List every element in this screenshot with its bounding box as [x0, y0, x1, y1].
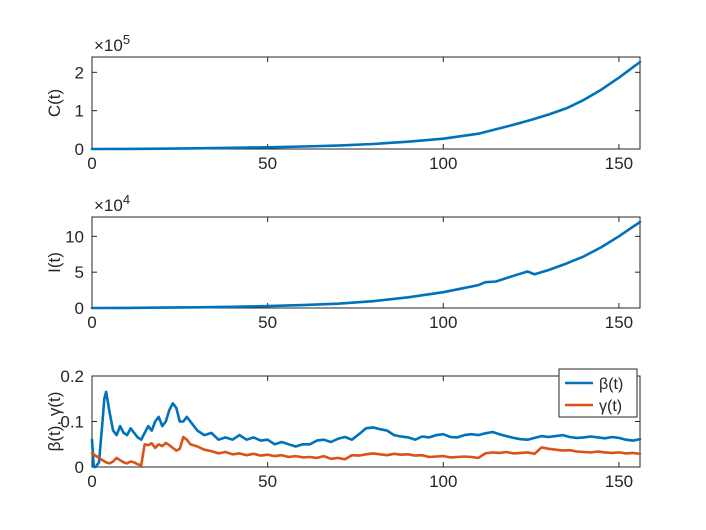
y-tick-label: 10 [65, 227, 84, 246]
series-line-rates-1 [90, 435, 642, 467]
x-tick-label: 100 [429, 313, 457, 332]
y-axis-label-infected: I(t) [45, 252, 64, 273]
legend-box [558, 368, 638, 418]
x-tick-label: 50 [258, 313, 277, 332]
x-tick-label: 100 [429, 472, 457, 491]
x-tick-label: 50 [258, 472, 277, 491]
x-tick-label: 100 [429, 154, 457, 173]
x-tick-label: 0 [87, 472, 96, 491]
legend-entry-0: β(t) [599, 376, 623, 393]
x-tick-label: 150 [605, 472, 633, 491]
y-axis-label-cumulative: C(t) [45, 89, 64, 117]
y-tick-label: 0.1 [60, 413, 84, 432]
x-tick-label: 150 [605, 313, 633, 332]
chart-panel-cumulative: 0 50 100 150 0 1 2 C(t) ×105 [45, 32, 642, 173]
y-tick-label: 0 [75, 458, 84, 477]
y-tick-label: 0 [75, 299, 84, 318]
exponent-power: 4 [123, 192, 130, 207]
exponent-label-infected: ×104 [94, 192, 130, 215]
x-tick-label: 50 [258, 154, 277, 173]
series-line-infected-0 [90, 220, 642, 310]
x-tick-label: 0 [87, 154, 96, 173]
exponent-base: ×10 [94, 196, 123, 215]
exponent-base: ×10 [94, 36, 123, 55]
legend-entry-1: γ(t) [599, 398, 622, 415]
x-tick-label: 0 [87, 313, 96, 332]
y-tick-label: 0.2 [60, 367, 84, 386]
series-line-cumulative-0 [90, 60, 642, 151]
y-tick-label: 0 [75, 140, 84, 159]
y-tick-label: 2 [75, 63, 84, 82]
series-line-rates-0 [90, 390, 642, 469]
chart-panel-infected: 0 50 100 150 0 5 10I(t) ×104 [45, 192, 642, 332]
y-axis-label-rates: β(t), γ(t) [45, 392, 64, 452]
y-tick-label: 5 [75, 263, 84, 282]
y-tick-label: 1 [75, 102, 84, 121]
exponent-label-cumulative: ×105 [94, 32, 130, 55]
axes-box-cumulative [91, 56, 641, 150]
axes-box-infected [91, 216, 641, 309]
x-tick-label: 150 [605, 154, 633, 173]
exponent-power: 5 [123, 32, 130, 47]
legend: β(t) γ(t) [558, 368, 638, 418]
chart-panel-rates: 0 50 100 150 0 0.1 0.2 β(t), γ(t) β(t) γ(t) [45, 367, 642, 491]
